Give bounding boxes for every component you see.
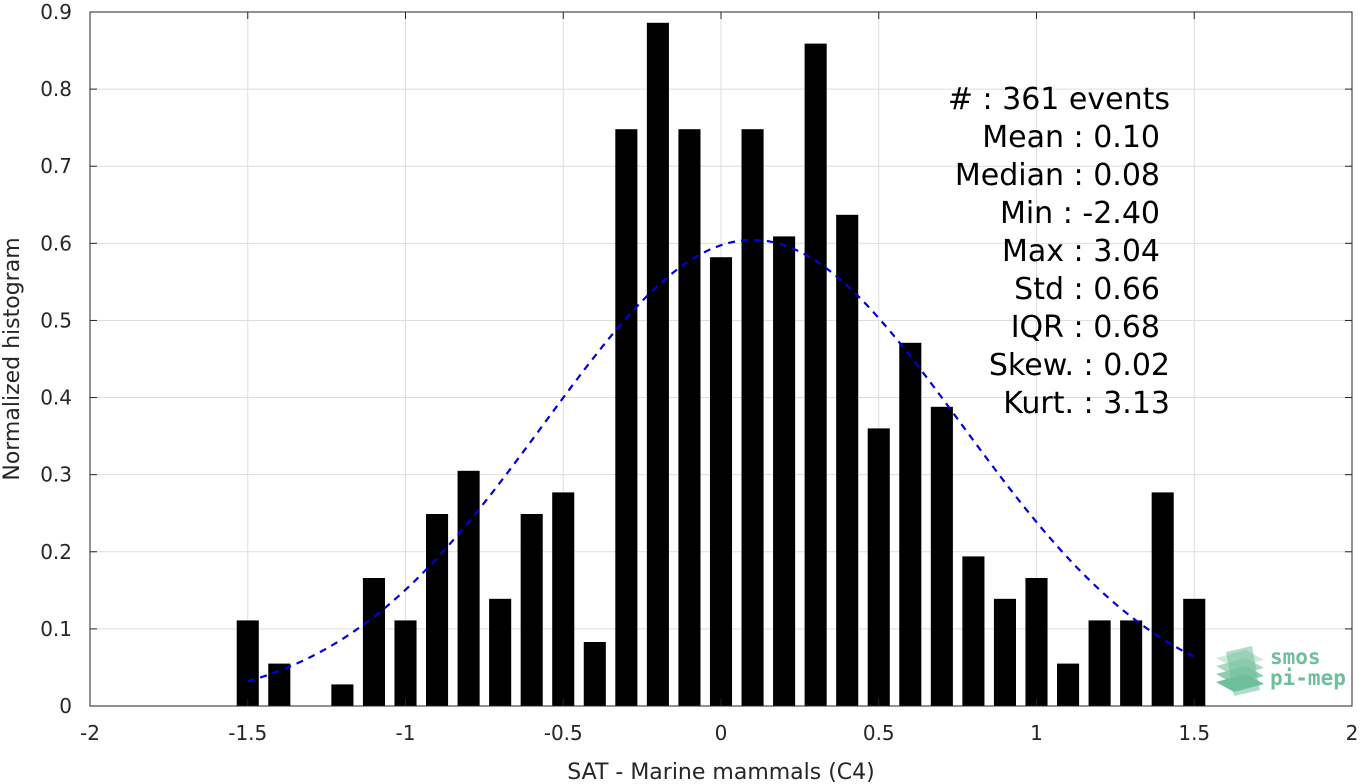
histogram-bar bbox=[804, 43, 827, 707]
histogram-bars bbox=[236, 22, 1206, 707]
histogram-bar bbox=[646, 22, 669, 707]
smos-pimep-logo: smos pi-mep bbox=[1216, 645, 1346, 696]
y-tick-label: 0.2 bbox=[40, 540, 72, 564]
y-axis-label: Normalized histogram bbox=[0, 237, 25, 480]
histogram-bar bbox=[1183, 598, 1206, 706]
histogram-bar bbox=[489, 598, 512, 706]
y-tick-label: 0.8 bbox=[40, 77, 72, 101]
histogram-bar bbox=[678, 129, 701, 707]
histogram-bar bbox=[362, 577, 385, 706]
y-tick-label: 0.5 bbox=[40, 308, 72, 332]
y-tick-label: 0.3 bbox=[40, 463, 72, 487]
stat-std: Std : 0.66 bbox=[1014, 272, 1160, 307]
histogram-bar bbox=[268, 663, 291, 706]
histogram-bar bbox=[1088, 620, 1111, 706]
y-tick-label: 0.6 bbox=[40, 231, 72, 255]
histogram-bar bbox=[899, 342, 922, 706]
histogram-bar bbox=[741, 129, 764, 707]
logo-text-pimep: pi-mep bbox=[1270, 666, 1346, 690]
stat-mean: Mean : 0.10 bbox=[982, 120, 1160, 155]
histogram-bar bbox=[552, 492, 575, 706]
x-tick-label: -1 bbox=[396, 721, 416, 745]
stat-min: Min : -2.40 bbox=[1000, 196, 1160, 231]
stat-max: Max : 3.04 bbox=[1002, 234, 1160, 269]
histogram-bar bbox=[1151, 492, 1174, 706]
stat-skew: Skew. : 0.02 bbox=[989, 348, 1170, 383]
y-tick-label: 0 bbox=[59, 694, 72, 718]
x-axis-label: SAT - Marine mammals (C4) bbox=[567, 760, 875, 784]
histogram-bar bbox=[520, 513, 543, 706]
normal-fit-curve bbox=[247, 238, 1195, 683]
x-tick-label: 0 bbox=[715, 721, 728, 745]
y-tick-label: 0.7 bbox=[40, 154, 72, 178]
histogram-bar bbox=[236, 620, 259, 706]
histogram-bar bbox=[993, 598, 1016, 706]
x-tick-label: 1 bbox=[1030, 721, 1043, 745]
histogram-bar bbox=[773, 236, 796, 707]
histogram-bar bbox=[615, 129, 638, 707]
y-tick-label: 0.1 bbox=[40, 617, 72, 641]
histogram-bar bbox=[457, 470, 480, 706]
x-tick-label: 2 bbox=[1346, 721, 1359, 745]
x-axis-ticks: -2 -1.5 -1 -0.5 0 0.5 1 1.5 2 bbox=[80, 12, 1358, 745]
histogram-bar bbox=[709, 257, 733, 706]
stat-iqr: IQR : 0.68 bbox=[1011, 310, 1160, 345]
histogram-bar bbox=[394, 620, 417, 706]
logo-layers-icon bbox=[1216, 646, 1264, 696]
stat-median: Median : 0.08 bbox=[955, 158, 1160, 193]
histogram-bar bbox=[331, 684, 354, 706]
histogram-bar bbox=[962, 556, 985, 706]
x-tick-label: 1.5 bbox=[1178, 721, 1210, 745]
y-axis-ticks: 0 0.1 0.2 0.3 0.4 0.5 0.6 0.7 0.8 0.9 bbox=[40, 0, 1352, 718]
x-tick-label: 0.5 bbox=[863, 721, 895, 745]
histogram-bar bbox=[426, 513, 449, 706]
stats-box: # : 361 events Mean : 0.10 Median : 0.08… bbox=[948, 82, 1170, 421]
histogram-bar bbox=[836, 214, 859, 706]
logo-text-smos: smos bbox=[1270, 645, 1321, 669]
histogram-bar bbox=[1057, 663, 1080, 706]
histogram-bar bbox=[930, 406, 953, 706]
histogram-bar bbox=[867, 428, 890, 706]
y-tick-label: 0.9 bbox=[40, 0, 72, 24]
histogram-bar bbox=[1120, 620, 1143, 706]
x-tick-label: -0.5 bbox=[544, 721, 583, 745]
y-tick-label: 0.4 bbox=[40, 386, 72, 410]
x-tick-label: -1.5 bbox=[228, 721, 267, 745]
histogram-bar bbox=[583, 641, 606, 706]
stat-kurt: Kurt. : 3.13 bbox=[1003, 386, 1170, 421]
histogram-bar bbox=[1025, 577, 1048, 706]
x-tick-label: -2 bbox=[80, 721, 100, 745]
stat-count: # : 361 events bbox=[948, 82, 1170, 117]
